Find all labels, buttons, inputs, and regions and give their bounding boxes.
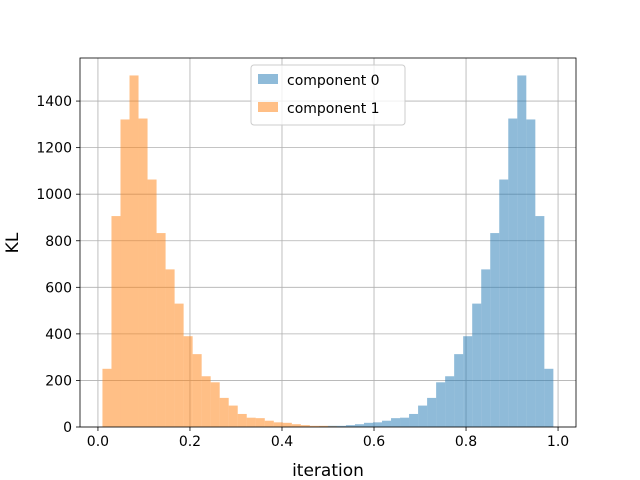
x-tick-label-5: 1.0 — [547, 434, 569, 450]
bar-series-1-bin-6 — [156, 233, 166, 427]
x-tick-label-2: 0.4 — [271, 434, 293, 450]
bar-series-0-bin-27 — [345, 425, 355, 427]
bar-series-0-bin-49 — [544, 368, 554, 427]
x-tick-label-1: 0.2 — [179, 434, 201, 450]
x-tick-label-4: 0.8 — [455, 434, 477, 450]
x-axis-label: iteration — [292, 461, 364, 480]
bar-series-1-bin-4 — [138, 118, 148, 427]
bar-series-1-bin-0 — [102, 368, 112, 427]
bar-series-0-bin-34 — [409, 413, 419, 427]
legend-swatch-component-0 — [258, 74, 278, 84]
bar-series-0-bin-44 — [499, 179, 509, 427]
legend-box — [250, 64, 406, 126]
bar-series-0-bin-47 — [526, 119, 536, 428]
bar-series-0-bin-35 — [418, 405, 428, 427]
bar-series-1-bin-24 — [318, 425, 328, 427]
y-tick-label-7: 1400 — [36, 94, 72, 110]
x-tick-label-3: 0.6 — [363, 434, 385, 450]
bar-series-1-bin-14 — [228, 405, 238, 427]
bar-series-1-bin-5 — [147, 179, 157, 427]
series-0-bars — [309, 75, 554, 428]
bar-series-1-bin-10 — [192, 354, 202, 427]
bar-series-0-bin-48 — [535, 216, 545, 427]
y-tick-label-1: 200 — [45, 373, 72, 389]
bar-series-1-bin-7 — [165, 269, 175, 427]
legend: component 0 component 1 — [250, 64, 406, 126]
bar-series-0-bin-26 — [336, 425, 346, 427]
bar-series-0-bin-31 — [382, 420, 392, 427]
bar-series-1-bin-11 — [201, 376, 211, 427]
bar-series-1-bin-17 — [255, 418, 265, 427]
bar-series-0-bin-28 — [354, 424, 364, 427]
y-tick-label-5: 1000 — [36, 187, 72, 203]
bar-series-0-bin-36 — [427, 397, 437, 427]
y-axis-ticks: 0 200 400 600 800 1000 1200 1400 — [36, 94, 80, 436]
bar-series-1-bin-8 — [174, 303, 184, 427]
y-tick-label-0: 0 — [63, 420, 72, 436]
bar-series-1-bin-19 — [273, 422, 283, 427]
bar-series-0-bin-37 — [436, 382, 446, 427]
bar-series-0-bin-40 — [463, 336, 473, 427]
bar-series-1-bin-12 — [210, 382, 220, 427]
bar-series-1-bin-18 — [264, 420, 274, 427]
series-1-bars — [102, 75, 346, 428]
y-tick-label-4: 800 — [45, 234, 72, 250]
bar-series-0-bin-29 — [363, 422, 373, 427]
y-tick-label-2: 400 — [45, 327, 72, 343]
plot-frame — [79, 57, 577, 428]
bar-series-1-bin-23 — [309, 425, 319, 427]
legend-label-component-1: component 1 — [287, 101, 380, 117]
y-tick-label-6: 1200 — [36, 141, 72, 157]
bar-series-0-bin-43 — [490, 233, 500, 427]
bar-series-0-bin-46 — [517, 75, 527, 427]
bar-series-1-bin-15 — [237, 413, 247, 427]
bar-series-1-bin-20 — [282, 422, 292, 427]
bar-series-0-bin-38 — [445, 376, 455, 427]
bar-series-0-bin-39 — [454, 354, 464, 427]
bar-series-1-bin-21 — [291, 424, 301, 427]
bar-series-1-bin-9 — [183, 336, 193, 427]
legend-label-component-0: component 0 — [287, 73, 380, 89]
bar-series-0-bin-45 — [508, 118, 518, 427]
bar-series-1-bin-16 — [246, 417, 256, 427]
bar-series-1-bin-2 — [120, 119, 130, 428]
bar-series-0-bin-32 — [391, 418, 401, 427]
bar-series-1-bin-13 — [219, 397, 229, 427]
x-axis-ticks: 0.0 0.2 0.4 0.6 0.8 1.0 — [87, 427, 569, 450]
legend-swatch-component-1 — [258, 102, 278, 112]
bar-series-1-bin-3 — [129, 75, 139, 427]
bar-series-1-bin-22 — [300, 425, 310, 427]
y-axis-label: KL — [3, 232, 23, 253]
bars — [102, 75, 554, 428]
bar-series-0-bin-33 — [400, 417, 410, 427]
bar-series-0-bin-42 — [481, 269, 491, 427]
bar-series-0-bin-41 — [472, 303, 482, 427]
x-tick-label-0: 0.0 — [87, 434, 109, 450]
y-tick-label-3: 600 — [45, 280, 72, 296]
bar-series-1-bin-1 — [111, 216, 121, 427]
bar-series-0-bin-30 — [372, 422, 383, 427]
